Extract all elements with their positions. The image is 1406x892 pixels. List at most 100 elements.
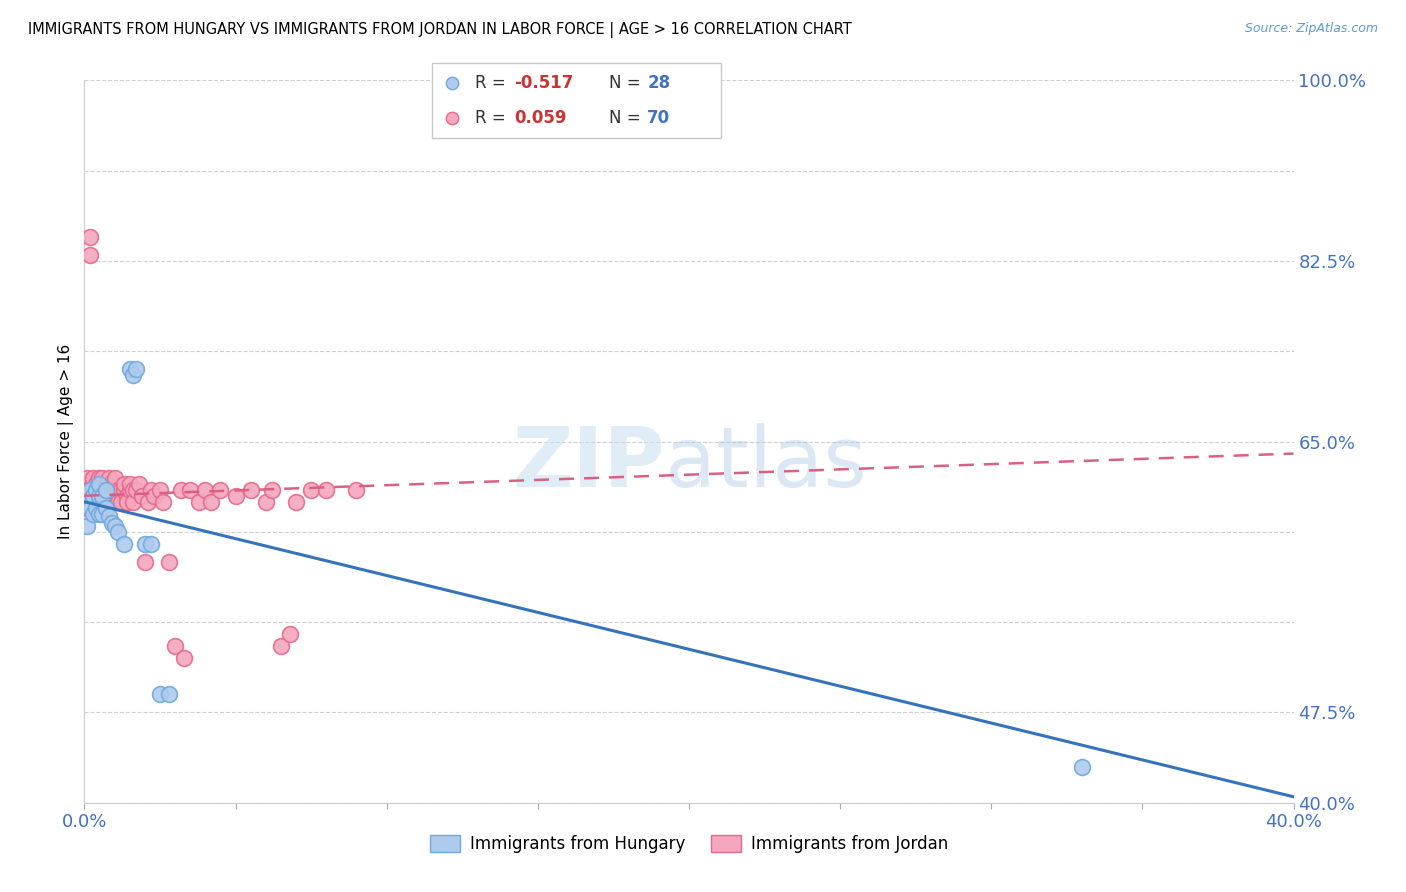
Point: [200, 494, 222, 508]
Text: N =: N =: [609, 74, 645, 92]
Text: ZIP: ZIP: [512, 423, 665, 504]
Point: [100, 516, 122, 531]
Point: [86, 476, 108, 491]
Text: IMMIGRANTS FROM HUNGARY VS IMMIGRANTS FROM JORDAN IN LABOR FORCE | AGE > 16 CORR: IMMIGRANTS FROM HUNGARY VS IMMIGRANTS FR…: [28, 22, 852, 38]
Point: [225, 489, 247, 503]
Point: [89, 470, 111, 484]
Point: [142, 489, 165, 503]
Point: [94, 500, 117, 515]
Point: [89, 476, 111, 491]
Point: [86, 500, 108, 515]
Point: [170, 483, 193, 497]
Point: [139, 537, 162, 551]
Point: [89, 507, 111, 521]
Point: [76, 500, 98, 515]
Point: [441, 76, 464, 90]
Point: [91, 470, 114, 484]
Point: [194, 483, 217, 497]
Text: atlas: atlas: [665, 423, 866, 504]
Point: [94, 483, 117, 497]
Point: [89, 489, 111, 503]
Point: [91, 489, 114, 503]
Point: [107, 494, 129, 508]
Point: [110, 483, 132, 497]
Point: [104, 489, 127, 503]
Text: N =: N =: [609, 109, 645, 127]
Point: [118, 362, 141, 376]
Point: [79, 483, 101, 497]
Point: [149, 687, 172, 701]
Point: [110, 494, 132, 508]
Point: [209, 483, 232, 497]
Point: [82, 489, 104, 503]
Point: [270, 639, 292, 653]
Text: 0.059: 0.059: [515, 109, 567, 127]
Point: [152, 494, 174, 508]
Point: [79, 483, 101, 497]
Text: R =: R =: [475, 109, 510, 127]
Point: [91, 483, 114, 497]
Point: [157, 687, 180, 701]
Point: [260, 483, 283, 497]
Point: [254, 494, 277, 508]
Point: [173, 651, 195, 665]
Point: [86, 494, 108, 508]
Point: [100, 483, 122, 497]
Point: [100, 494, 122, 508]
Point: [139, 483, 162, 497]
Point: [82, 483, 104, 497]
Point: [134, 555, 156, 569]
Point: [82, 489, 104, 503]
Point: [76, 470, 98, 484]
Point: [285, 494, 308, 508]
Point: [79, 500, 101, 515]
Point: [79, 248, 101, 262]
Point: [115, 489, 138, 503]
Point: [97, 470, 120, 484]
Point: [121, 368, 143, 383]
Text: 28: 28: [647, 74, 671, 92]
Point: [239, 483, 262, 497]
Point: [121, 483, 143, 497]
Point: [86, 483, 108, 497]
Point: [104, 518, 127, 533]
Point: [441, 111, 464, 125]
Point: [112, 476, 135, 491]
Point: [94, 476, 117, 491]
Point: [134, 537, 156, 551]
Point: [1071, 759, 1094, 773]
Point: [131, 489, 153, 503]
Text: 70: 70: [647, 109, 671, 127]
Point: [89, 483, 111, 497]
Text: Source: ZipAtlas.com: Source: ZipAtlas.com: [1244, 22, 1378, 36]
Point: [112, 537, 135, 551]
Point: [76, 483, 98, 497]
Point: [136, 494, 159, 508]
FancyBboxPatch shape: [432, 63, 721, 137]
Point: [91, 507, 114, 521]
Point: [94, 494, 117, 508]
Point: [299, 483, 322, 497]
Text: R =: R =: [475, 74, 510, 92]
Point: [76, 518, 98, 533]
Point: [112, 483, 135, 497]
Point: [121, 494, 143, 508]
Point: [82, 507, 104, 521]
Y-axis label: In Labor Force | Age > 16: In Labor Force | Age > 16: [58, 344, 73, 539]
Point: [76, 494, 98, 508]
Point: [115, 494, 138, 508]
Point: [82, 470, 104, 484]
Point: [91, 489, 114, 503]
Point: [125, 483, 148, 497]
Legend: Immigrants from Hungary, Immigrants from Jordan: Immigrants from Hungary, Immigrants from…: [423, 828, 955, 860]
Point: [104, 483, 127, 497]
Point: [128, 476, 150, 491]
Point: [104, 470, 127, 484]
Point: [165, 639, 187, 653]
Point: [149, 483, 172, 497]
Point: [107, 483, 129, 497]
Point: [315, 483, 337, 497]
Point: [89, 494, 111, 508]
Point: [86, 483, 108, 497]
Point: [179, 483, 201, 497]
